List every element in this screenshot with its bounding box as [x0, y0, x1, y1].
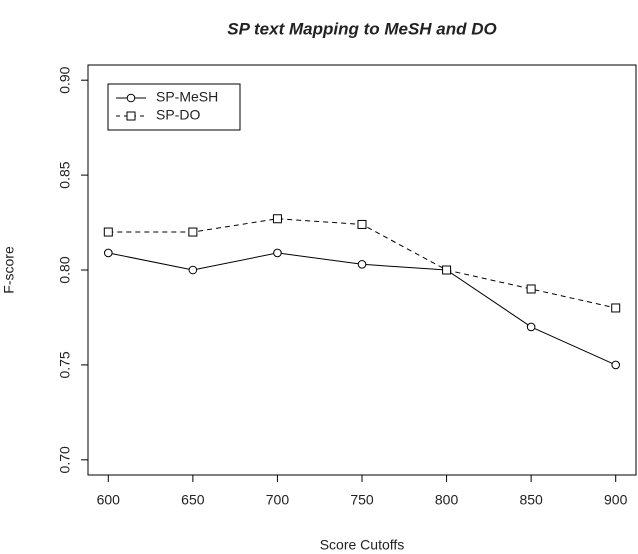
legend-label: SP-MeSH	[156, 89, 218, 105]
point	[188, 227, 198, 237]
y-axis-label: F-score	[1, 246, 17, 294]
legend-box	[107, 83, 241, 131]
point	[272, 214, 282, 224]
point	[273, 248, 282, 258]
x-tick-label: 600	[97, 492, 121, 508]
y-tick-label: 0.70	[57, 446, 73, 473]
legend-marker	[126, 93, 136, 103]
y-tick-label: 0.85	[57, 161, 73, 188]
legend-label: SP-DO	[156, 107, 200, 123]
x-axis-label: Score Cutoffs	[320, 537, 405, 553]
x-tick-label: 650	[181, 492, 205, 508]
point	[611, 303, 621, 313]
legend-marker	[126, 111, 136, 121]
point	[357, 219, 367, 229]
series-line	[108, 252, 616, 366]
x-tick-label: 700	[266, 492, 290, 508]
x-tick-label: 900	[604, 492, 628, 508]
point	[357, 260, 367, 269]
point	[611, 360, 621, 370]
point	[442, 265, 452, 275]
y-tick-label: 0.75	[57, 351, 73, 378]
point	[188, 265, 198, 275]
x-tick-label: 850	[519, 492, 543, 508]
point	[526, 284, 536, 294]
x-tick-label: 800	[435, 492, 459, 508]
point	[103, 248, 113, 258]
point	[103, 227, 113, 237]
chart-title: SP text Mapping to MeSH and DO	[227, 19, 497, 38]
x-tick-label: 750	[350, 492, 374, 508]
y-tick-label: 0.80	[57, 256, 73, 283]
y-tick-label: 0.90	[57, 66, 73, 93]
point	[526, 322, 536, 332]
